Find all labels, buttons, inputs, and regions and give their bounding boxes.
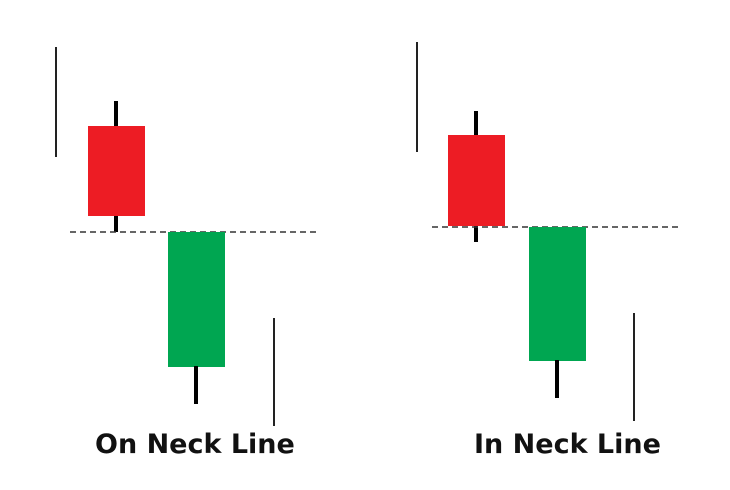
bullish-candle-body [529, 227, 586, 361]
pattern-in-neck-line [416, 42, 680, 421]
bearish-candle-body [88, 126, 145, 216]
bearish-candle [88, 101, 145, 232]
bearish-candle-body [448, 135, 505, 226]
pattern-on-neck-line [55, 47, 318, 426]
bearish-candle [448, 111, 505, 242]
bullish-candle-body [168, 232, 225, 367]
pattern-caption-in-neck-line: In Neck Line [474, 429, 661, 460]
bullish-candle [168, 232, 225, 404]
bullish-candle [529, 227, 586, 398]
pattern-caption-on-neck-line: On Neck Line [95, 429, 295, 460]
